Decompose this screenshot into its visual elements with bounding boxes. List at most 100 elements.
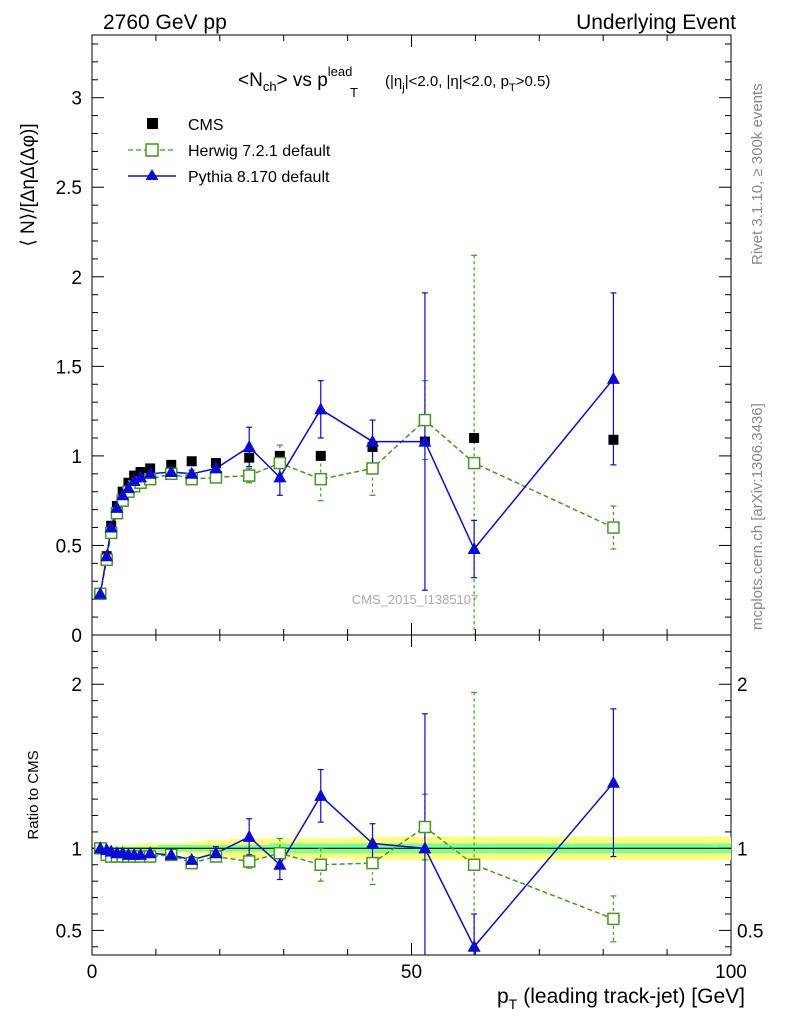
herwig-point <box>242 469 256 482</box>
ratio-y-tick-labels: 0.5 0.5 1 1 2 2 <box>56 675 764 942</box>
plot-title-cuts-b: |<2.0, |η|<2.0, p <box>405 73 509 90</box>
x-tick-label: 50 <box>401 962 422 983</box>
ratio-y-axis-label: Ratio to CMS <box>25 750 42 839</box>
ratio-y-tick-label-right: 1 <box>737 839 748 860</box>
pythia-point <box>418 434 432 447</box>
cms-point <box>315 450 326 461</box>
pythia-point <box>121 481 135 494</box>
pythia-point <box>209 461 223 474</box>
pythia-point <box>164 465 178 478</box>
x-tick-labels: 0 50 100 <box>87 962 747 983</box>
main-y-tick-label: 3 <box>71 89 82 110</box>
pythia-ratio-point <box>143 846 157 859</box>
plot-title-main-sub: ch <box>263 79 277 94</box>
pythia-point <box>100 549 114 562</box>
cms-point <box>469 432 480 443</box>
legend: CMS Herwig 7.2.1 default Pythia 8.170 de… <box>128 117 331 186</box>
herwig-ratio-point <box>366 856 379 870</box>
pythia-point <box>314 402 328 415</box>
main-y-tick-label: 2.5 <box>56 178 82 199</box>
legend-pythia-label: Pythia 8.170 default <box>188 169 330 186</box>
cms-point <box>274 450 285 461</box>
pythia-ratio-point <box>185 852 199 865</box>
cms-point <box>244 452 255 463</box>
herwig-point <box>314 472 328 486</box>
legend-herwig-label: Herwig 7.2.1 default <box>188 143 331 160</box>
plot-title-mid: > vs p <box>277 70 328 91</box>
herwig-ratio-point <box>607 912 620 926</box>
header-energy-label: 2760 GeV pp <box>103 11 227 34</box>
pythia-point <box>110 500 124 513</box>
pythia-ratio-point <box>467 939 481 952</box>
x-axis-label: pT (leading track-jet) [GeV] <box>497 985 745 1012</box>
pythia-ratio-point <box>606 775 620 788</box>
pythia-ratio-point <box>366 836 380 849</box>
ratio-y-tick-label-left: 1 <box>71 839 82 860</box>
main-y-tick-label: 1.5 <box>56 357 82 378</box>
plot-title-cuts-a-sub: j <box>401 82 404 94</box>
pythia-ratio-point <box>134 847 148 860</box>
herwig-ratio-point <box>314 858 328 871</box>
ratio-panel-frame <box>91 634 732 956</box>
pythia-point <box>104 520 118 533</box>
pythia-point <box>143 466 157 479</box>
main-y-tick-label: 2 <box>71 268 82 289</box>
pythia-point <box>273 470 287 483</box>
pythia-point <box>185 466 199 479</box>
plot-title-cuts-c: >0.5) <box>516 73 551 90</box>
plot-title-cuts-a: (|η <box>385 73 402 90</box>
cms-point <box>166 459 177 470</box>
herwig-ratio-point <box>242 855 256 868</box>
pythia-ratio-point <box>242 829 256 842</box>
pythia-point <box>127 473 141 486</box>
pythia-ratio-point <box>164 847 178 860</box>
legend-herwig-marker <box>145 143 159 157</box>
cms-point <box>367 441 378 452</box>
herwig-point <box>209 471 223 484</box>
main-y-tick-label: 1 <box>71 447 82 468</box>
x-tick-label: 100 <box>715 962 747 983</box>
herwig-point <box>467 456 481 470</box>
ratio-uncertainty-band <box>92 836 731 860</box>
herwig-ratio-point <box>273 847 287 860</box>
pythia-point <box>134 470 148 483</box>
plot-title-cuts-b-sub: T <box>509 82 516 94</box>
cms-point <box>186 456 197 467</box>
x-tick-label: 0 <box>87 962 98 983</box>
herwig-point <box>607 521 620 534</box>
main-y-tick-labels: 0 0.5 1 1.5 2 2.5 3 <box>56 89 82 647</box>
plot-title-main: <N <box>238 70 263 91</box>
herwig-point <box>418 413 432 427</box>
x-axis-label-p: p <box>497 985 509 1008</box>
ratio-y-tick-label-right: 0.5 <box>737 921 763 942</box>
x-axis-label-sub: T <box>509 996 518 1012</box>
mcplots-reference-label: mcplots.cern.ch [arXiv:1306.3436] <box>749 403 766 630</box>
herwig-ratio-point <box>467 858 481 871</box>
ratio-y-tick-label-left: 0.5 <box>56 921 82 942</box>
axis-ticks <box>91 35 732 955</box>
legend-pythia-marker <box>145 169 159 180</box>
ratio-y-tick-label-right: 2 <box>737 675 748 696</box>
pythia-ratio-point <box>418 841 432 854</box>
pythia-point <box>242 439 256 452</box>
herwig-line <box>99 419 614 594</box>
analysis-watermark: CMS_2015_I1385107 <box>352 592 479 607</box>
main-y-axis-label: ⟨ N⟩/[ΔηΔ(Δφ)] <box>18 123 39 246</box>
ratio-y-tick-label-left: 2 <box>71 675 82 696</box>
main-y-tick-label: 0.5 <box>56 536 82 557</box>
pythia-ratio-point <box>209 846 223 859</box>
pythia-ratio-point <box>273 857 287 870</box>
legend-cms-marker <box>147 118 158 129</box>
pythia-line <box>99 378 615 594</box>
herwig-ratio-point <box>418 820 432 834</box>
legend-cms-label: CMS <box>188 117 224 134</box>
main-y-tick-label: 0 <box>71 626 82 647</box>
pythia-ratio-line <box>100 782 614 949</box>
herwig-point <box>366 462 379 475</box>
rivet-version-label: Rivet 3.1.10, ≥ 300k events <box>749 83 766 265</box>
x-axis-label-rest: (leading track-jet) [GeV] <box>523 985 745 1008</box>
cms-point <box>608 434 619 445</box>
pythia-point <box>93 586 107 599</box>
pythia-point <box>467 542 481 555</box>
